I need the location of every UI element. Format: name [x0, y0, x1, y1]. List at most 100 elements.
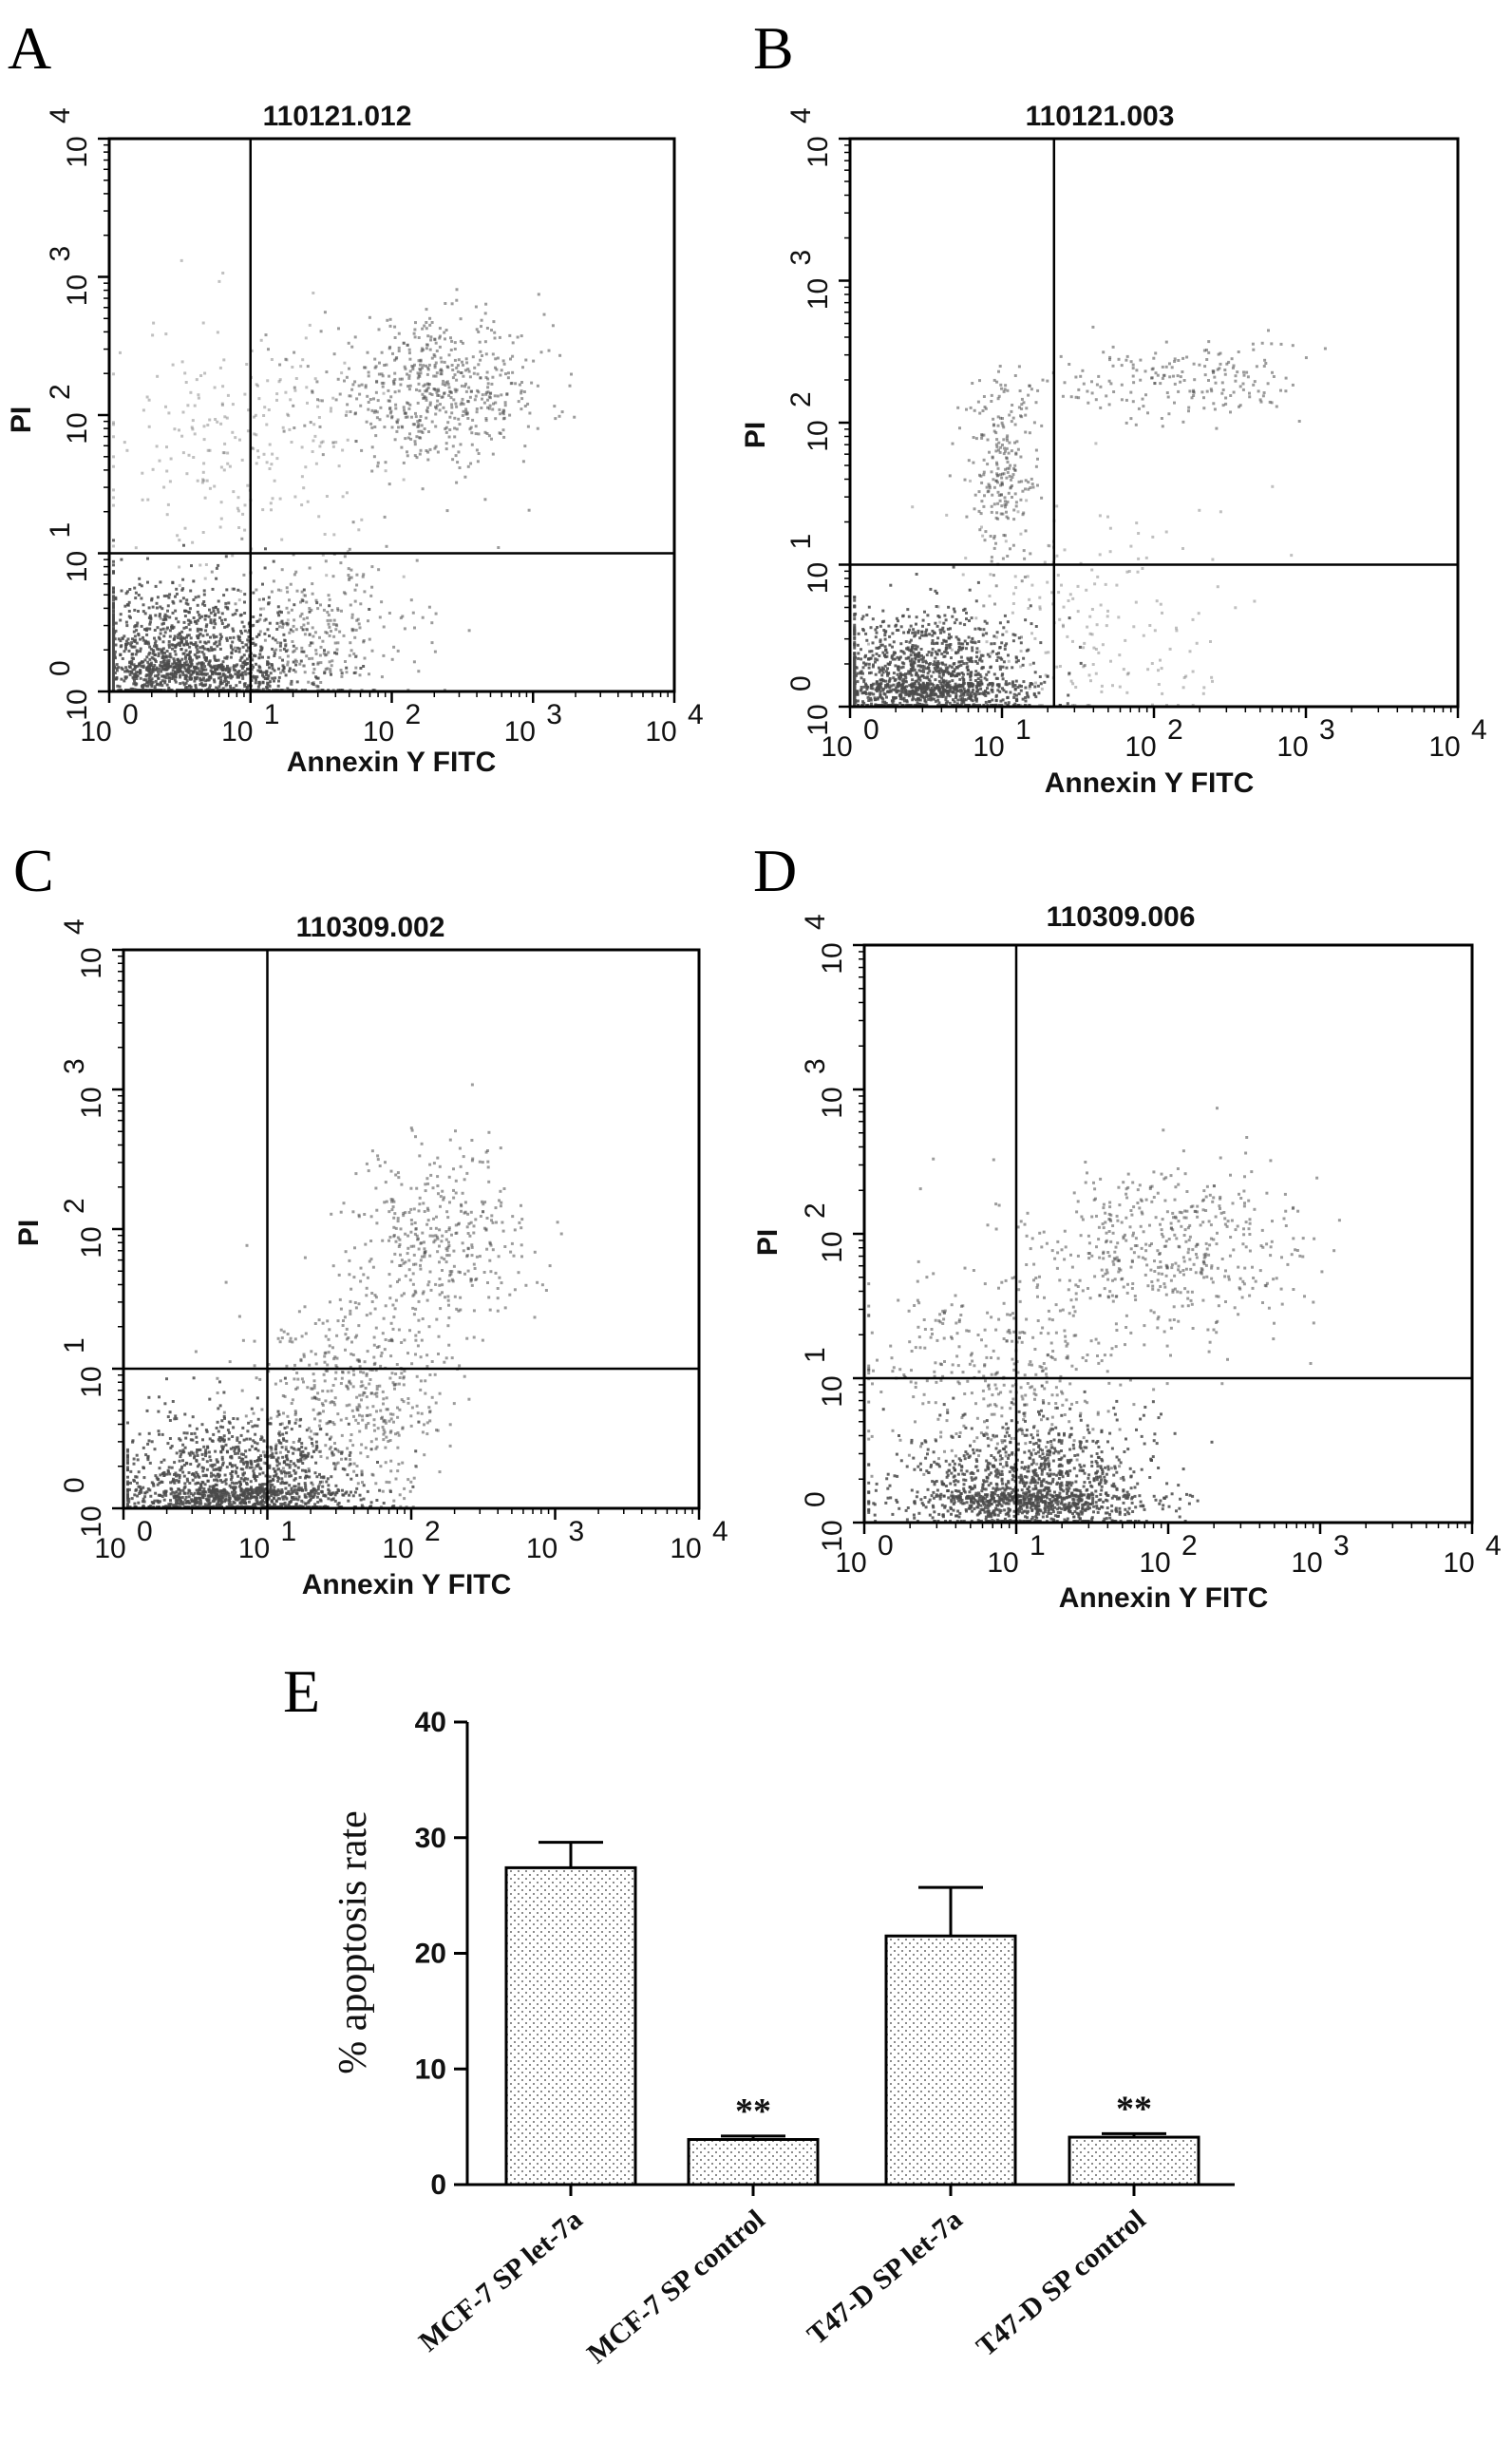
scatter-point [948, 694, 952, 698]
scatter-point [1040, 687, 1044, 691]
scatter-point [201, 668, 205, 672]
scatter-point [1034, 625, 1038, 628]
scatter-point [1048, 544, 1051, 548]
scatter-point [936, 605, 940, 609]
scatter-point [392, 645, 396, 649]
scatter-point [350, 613, 354, 616]
scatter-point [353, 635, 357, 639]
scatter-point [299, 626, 303, 630]
scatter-point [243, 662, 247, 666]
scatter-point [474, 394, 478, 398]
scatter-point [883, 634, 887, 637]
scatter-point [937, 679, 941, 683]
scatter-point [181, 587, 185, 591]
scatter-point [1024, 479, 1028, 483]
scatter-point [194, 619, 198, 623]
scatter-point [971, 382, 974, 385]
scatter-point [301, 358, 305, 362]
scatter-point [972, 436, 975, 439]
scatter-point [328, 625, 331, 629]
scatter-point [182, 543, 185, 547]
scatter-point [1108, 358, 1111, 362]
y-tick-exponent: 4 [45, 107, 76, 123]
scatter-point [275, 628, 279, 631]
scatter-point [985, 672, 989, 676]
scatter-point [392, 381, 396, 385]
scatter-point [211, 587, 215, 591]
scatter-point [997, 652, 1000, 655]
scatter-point [267, 655, 271, 659]
scatter-point [218, 672, 222, 675]
scatter-point [994, 584, 998, 588]
scatter-point [1134, 423, 1138, 426]
scatter-point [129, 687, 133, 691]
scatter-point [413, 443, 417, 446]
scatter-point [900, 687, 903, 691]
scatter-point [124, 592, 128, 596]
scatter-point [1007, 653, 1010, 657]
scatter-point [882, 619, 886, 623]
scatter-point [170, 624, 174, 628]
scatter-point [910, 657, 914, 661]
scatter-point [1229, 410, 1232, 414]
scatter-point [124, 647, 127, 651]
scatter-point [1038, 596, 1042, 599]
scatter-point [1015, 440, 1019, 444]
scatter-point [363, 590, 367, 594]
scatter-point [285, 586, 289, 590]
scatter-point [416, 401, 420, 405]
scatter-point [434, 412, 438, 416]
scatter-point [112, 421, 115, 425]
scatter-point [1032, 691, 1036, 695]
scatter-point [359, 667, 363, 670]
scatter-point [904, 656, 908, 660]
scatter-point [258, 630, 262, 634]
scatter-point [256, 455, 260, 459]
scatter-point [145, 395, 149, 399]
scatter-point [1182, 676, 1186, 679]
scatter-point [1034, 401, 1038, 405]
scatter-point [128, 588, 132, 591]
scatter-point [913, 647, 917, 651]
scatter-point [388, 411, 392, 415]
scatter-point [950, 686, 953, 690]
scatter-point [924, 686, 928, 690]
scatter-point [287, 414, 291, 418]
scatter-point [135, 624, 139, 628]
scatter-point [882, 629, 886, 632]
scatter-point [406, 401, 408, 405]
scatter-point [149, 663, 153, 667]
scatter-point [1182, 379, 1186, 382]
scatter-point [902, 652, 906, 655]
scatter-point [894, 703, 898, 707]
scatter-point [917, 698, 920, 702]
scatter-point [404, 415, 407, 419]
scatter-point [999, 483, 1003, 487]
scatter-point [898, 701, 902, 705]
scatter-point [470, 431, 474, 435]
scatter-point [232, 665, 236, 669]
scatter-point [182, 643, 186, 647]
scatter-point [319, 603, 322, 607]
scatter-point [1026, 575, 1030, 578]
scatter-point [1144, 393, 1147, 397]
scatter-point [239, 672, 243, 676]
scatter-point [112, 435, 115, 439]
y-tick-label: 10 [62, 551, 93, 582]
scatter-point [368, 315, 371, 319]
scatter-point [352, 652, 356, 655]
scatter-point [879, 624, 882, 628]
scatter-point [152, 321, 156, 325]
scatter-point [1252, 383, 1256, 387]
scatter-point [991, 682, 994, 686]
scatter-point [943, 651, 947, 653]
scatter-point [216, 608, 219, 612]
scatter-point [278, 655, 282, 659]
scatter-point [188, 677, 192, 681]
scatter-point [223, 617, 227, 621]
scatter-point [333, 651, 336, 654]
scatter-point [278, 644, 282, 648]
scatter-point [1021, 489, 1025, 493]
scatter-point [178, 565, 181, 569]
scatter-point [463, 475, 467, 479]
